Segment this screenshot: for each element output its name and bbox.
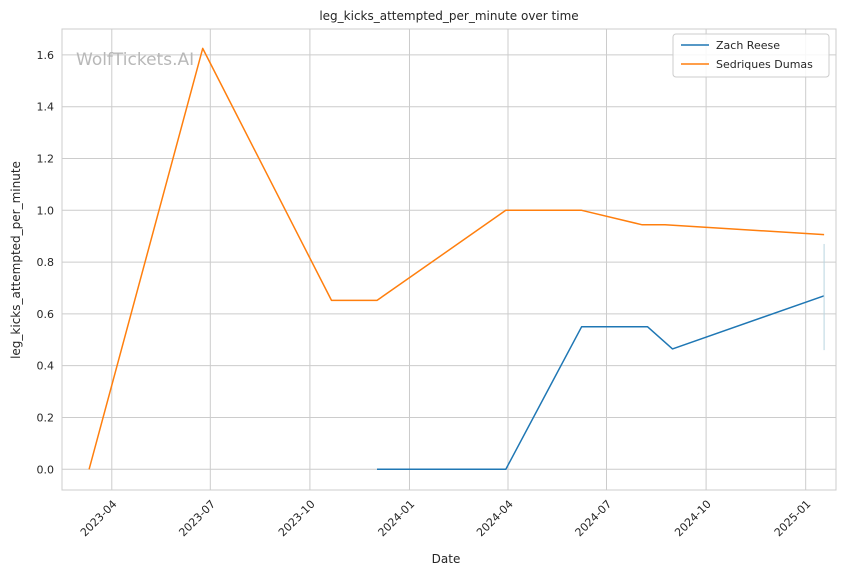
y-tick-label: 1.0 [37, 204, 55, 217]
series-layer [88, 47, 825, 471]
x-tick-label: 2024-07 [573, 498, 615, 540]
x-tick-label: 2023-10 [276, 498, 318, 540]
x-tick-label: 2025-01 [772, 498, 814, 540]
x-tick-label: 2023-07 [176, 498, 218, 540]
y-tick-label: 0.4 [37, 360, 55, 373]
x-tick-label: 2024-04 [474, 498, 516, 540]
y-tick-label: 0.0 [37, 463, 55, 476]
plot-frame [61, 28, 837, 491]
y-tick-label: 1.2 [37, 152, 55, 165]
x-tick-label: 2023-04 [78, 498, 120, 540]
series-line-zach-reese [377, 295, 825, 471]
x-axis-label: Date [432, 552, 461, 566]
legend-label-zach-reese: Zach Reese [716, 39, 780, 52]
y-tick-labels: 0.0 0.2 0.4 0.6 0.8 1.0 1.2 1.4 1.6 [37, 49, 55, 476]
y-tick-label: 1.6 [37, 49, 55, 62]
y-tick-label: 0.8 [37, 256, 55, 269]
x-tick-labels: 2023-04 2023-07 2023-10 2024-01 2024-04 2024-… [78, 498, 814, 540]
legend: Zach Reese Sedriques Dumas [672, 33, 830, 78]
x-tick-label: 2024-10 [672, 498, 714, 540]
plot-background [62, 29, 836, 490]
chart-title: leg_kicks_attempted_per_minute over time [319, 9, 578, 23]
y-axis-label: leg_kicks_attempted_per_minute [9, 161, 23, 359]
legend-label-sedriques-dumas: Sedriques Dumas [716, 58, 813, 71]
y-tick-label: 0.2 [37, 411, 55, 424]
grid [62, 29, 836, 490]
plot-border [61, 28, 837, 491]
watermark: WolfTickets.AI [76, 50, 194, 70]
y-tick-label: 0.6 [37, 308, 55, 321]
x-tick-label: 2024-01 [376, 498, 418, 540]
y-tick-label: 1.4 [37, 101, 55, 114]
legend-box [672, 33, 830, 78]
series-line-sedriques-dumas [88, 47, 825, 470]
